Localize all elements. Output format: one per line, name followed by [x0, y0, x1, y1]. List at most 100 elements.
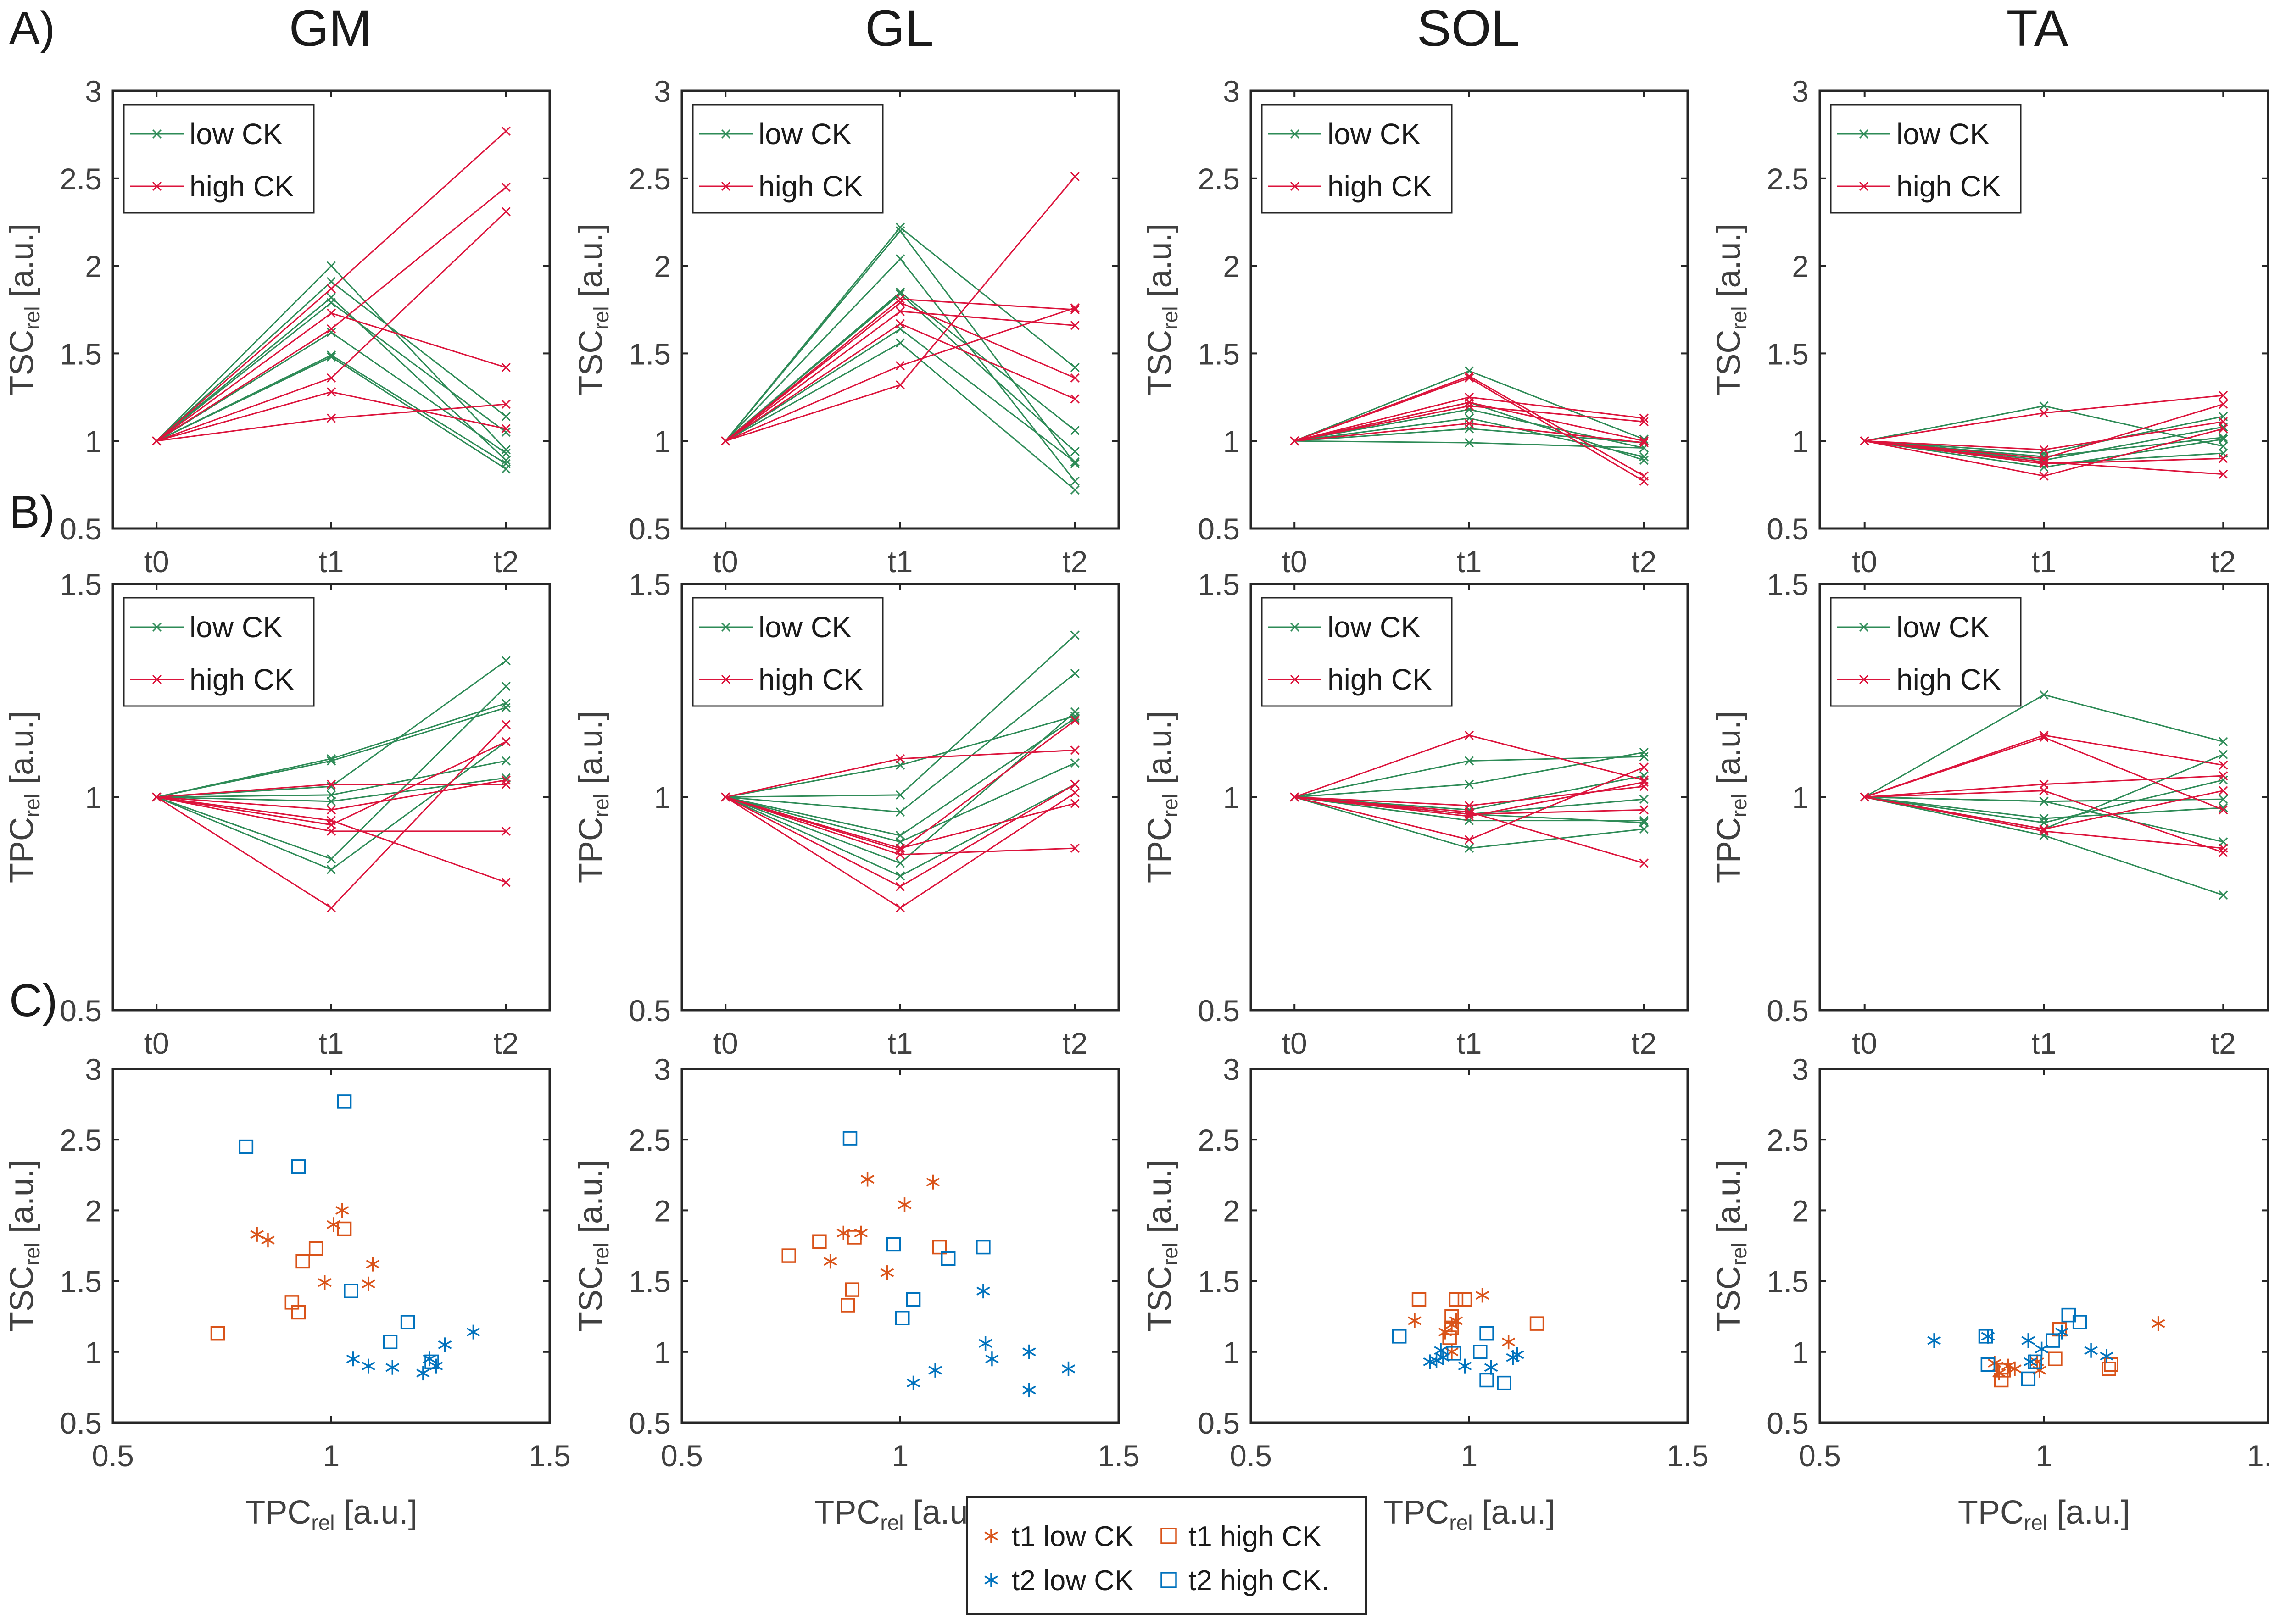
line-legend: low CK high CK — [692, 597, 884, 707]
data-point — [2021, 1371, 2036, 1386]
legend-label: low CK — [190, 611, 283, 644]
data-point — [337, 1221, 352, 1236]
data-point — [1446, 1346, 1461, 1361]
series-high-ck — [1860, 792, 2228, 853]
y-tick-label: 3 — [1223, 74, 1240, 108]
data-point — [1860, 792, 1869, 802]
series-line — [725, 796, 1076, 849]
data-point — [976, 1240, 991, 1255]
data-point — [501, 182, 511, 192]
data-point — [1070, 788, 1080, 798]
data-point — [152, 792, 162, 802]
data-point — [1978, 1329, 1993, 1344]
data-point — [326, 779, 336, 789]
data-point — [1442, 1330, 1457, 1345]
data-point — [501, 699, 511, 708]
data-point — [2219, 795, 2228, 804]
x-tick-label: 1 — [323, 1439, 340, 1473]
data-point — [2219, 805, 2228, 815]
y-tick-label: 0.5 — [1767, 512, 1809, 546]
data-point — [895, 903, 905, 913]
data-point — [2151, 1316, 2165, 1331]
chart-c-sol: 0.5 1 1.5 2 2.5 3 0.5 1 1.5 TPCrel [a.u.] TSCrel [… — [1142, 1052, 1709, 1535]
data-point — [1464, 398, 1474, 407]
y-tick-label: 1.5 — [629, 567, 671, 601]
legend-label: low CK — [1896, 611, 1990, 644]
data-point — [326, 826, 336, 836]
line-legend: low CK high CK — [1830, 104, 2022, 214]
series-low-ck — [721, 324, 1080, 467]
series-t1-low-ck — [1988, 1316, 2165, 1381]
y-axis-label: TPCrel [a.u.] — [1142, 711, 1182, 883]
y-tick-label: 2.5 — [629, 162, 671, 196]
data-point — [985, 1351, 999, 1367]
row-label-c: C) — [9, 975, 58, 1026]
data-point — [2219, 750, 2228, 759]
data-point — [1497, 1375, 1511, 1390]
data-point — [501, 656, 511, 666]
data-point — [721, 436, 730, 446]
data-point — [895, 226, 905, 236]
series-high-ck — [721, 172, 1080, 446]
line-legend: low CK high CK — [1830, 597, 2022, 707]
x-tick-label: t1 — [2031, 545, 2057, 578]
series-line — [725, 307, 1076, 442]
data-point — [895, 287, 905, 297]
series-t1-high-ck — [1411, 1292, 1544, 1345]
data-point — [895, 1311, 910, 1325]
chart-b-sol: 0.5 1 1.5 t0 t1 t2 TPCrel [a.u.] low CK high CK — [1142, 567, 1689, 1060]
data-point — [210, 1326, 225, 1341]
y-tick-label: 1.5 — [1198, 567, 1240, 601]
legend-marker-t1-high-ck — [1160, 1528, 1177, 1544]
data-point — [501, 826, 511, 836]
data-point — [1444, 1309, 1459, 1324]
y-tick-label: 1 — [1223, 781, 1240, 815]
data-point — [898, 1197, 912, 1212]
data-point — [501, 720, 511, 729]
data-point — [1070, 745, 1080, 755]
data-point — [2219, 469, 2228, 479]
y-tick-label: 0.5 — [60, 994, 102, 1028]
series-line — [1294, 796, 1645, 864]
data-point — [335, 1203, 349, 1218]
data-point — [2219, 737, 2228, 746]
y-tick-label: 0.5 — [629, 994, 671, 1028]
data-point — [1464, 809, 1474, 819]
series-t2-low-ck — [1927, 1324, 2114, 1369]
series-line — [1294, 375, 1645, 477]
legend-square-icon — [1160, 1572, 1177, 1588]
legend-box — [1261, 104, 1453, 214]
data-point — [362, 1358, 375, 1374]
data-point — [1449, 1292, 1464, 1307]
series-high-ck — [1290, 398, 1649, 446]
legend-marker — [1290, 622, 1300, 632]
data-point — [346, 1351, 360, 1367]
data-point — [860, 1172, 875, 1187]
data-point — [2100, 1349, 2114, 1364]
series-line — [725, 298, 1075, 442]
data-point — [1411, 1292, 1427, 1307]
data-point — [1070, 716, 1080, 725]
legend-marker — [1859, 674, 1869, 684]
data-point — [1070, 426, 1080, 435]
series-low-ck — [152, 352, 511, 474]
line-legend: low CK high CK — [123, 597, 315, 707]
legend-label: high CK — [1327, 663, 1432, 696]
data-point — [2219, 390, 2228, 400]
data-point — [2219, 843, 2228, 853]
data-point — [2219, 760, 2228, 770]
plot-area — [1818, 1068, 2269, 1424]
data-point — [2039, 408, 2049, 418]
data-point — [291, 1305, 306, 1320]
series-line — [1864, 796, 2224, 896]
legend-marker — [1290, 181, 1300, 191]
data-point — [895, 858, 905, 868]
data-point — [2102, 1362, 2116, 1376]
line-legend: low CK high CK — [692, 104, 884, 214]
data-point — [926, 1174, 940, 1190]
x-tick-label: 1.5 — [1098, 1439, 1140, 1473]
legend-marker — [1290, 674, 1300, 684]
data-point — [501, 756, 511, 766]
y-tick-label: 1 — [85, 424, 102, 458]
data-point — [501, 878, 511, 887]
